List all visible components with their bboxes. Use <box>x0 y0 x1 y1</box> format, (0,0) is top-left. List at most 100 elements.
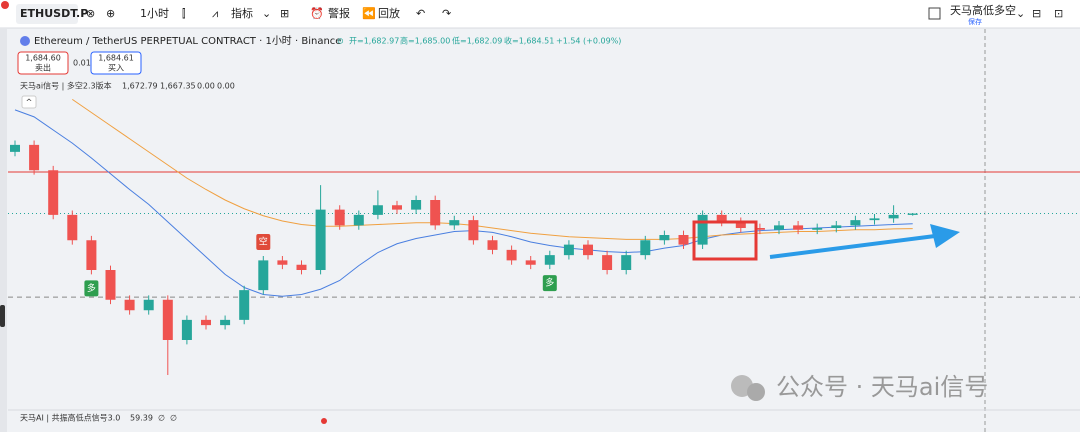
trend-arrow <box>769 234 936 259</box>
indicator-value: 0.00 <box>197 82 215 91</box>
collapse-button[interactable] <box>21 95 37 109</box>
candle-body <box>67 214 78 241</box>
interval[interactable]: 1小时 <box>140 7 169 20</box>
indicator-value: 0.00 <box>217 82 235 91</box>
candle-body <box>487 240 498 250</box>
candle-body <box>353 214 364 226</box>
left-sidebar <box>0 29 7 432</box>
candle-body <box>812 228 823 230</box>
candle-body <box>659 235 670 241</box>
ohlc-open: 开=1,682.97 <box>349 37 399 46</box>
candle-body <box>449 220 460 226</box>
signal-marker <box>84 280 99 297</box>
sell-price[interactable]: 1,684.60 <box>25 54 61 63</box>
icon[interactable]: ⏪ <box>362 7 376 20</box>
candle-body <box>29 144 40 171</box>
candle-body <box>602 255 613 270</box>
collapse-icon[interactable]: ^ <box>26 98 33 107</box>
alert-button[interactable]: 警报 <box>328 6 350 20</box>
icon[interactable]: ⊕ <box>106 7 115 20</box>
sub-indicator-value: ∅ <box>170 414 177 423</box>
coin-icon <box>20 36 30 46</box>
candle-body <box>277 260 288 265</box>
ohlc-close: 收=1,684.51 <box>504 36 554 46</box>
candle-body <box>162 299 173 340</box>
symbol[interactable]: ETHUSDT.P <box>20 7 88 20</box>
candle-body <box>105 270 116 300</box>
candle-body <box>506 249 517 261</box>
icon[interactable]: ⌄ <box>262 7 271 20</box>
candle-body <box>124 299 135 311</box>
arrow-head <box>930 224 960 248</box>
replay-button[interactable]: 回放 <box>378 6 400 20</box>
candle-body <box>48 170 59 215</box>
sidebar-handle[interactable] <box>0 305 5 327</box>
candle-body <box>181 319 192 340</box>
badge <box>1 1 9 9</box>
icon[interactable]: ⏰ <box>310 6 324 20</box>
sub-indicator-value: ∅ <box>158 414 165 423</box>
sell-button[interactable] <box>17 51 69 75</box>
signal-marker <box>542 275 557 292</box>
icon[interactable]: ⌄ <box>1016 7 1025 20</box>
signal-label: 空 <box>259 236 268 248</box>
candle-body <box>754 228 765 230</box>
icon[interactable]: ⩘ <box>212 7 218 20</box>
instrument: Ethereum / TetherUS PERPETUAL CONTRACT ·… <box>34 35 341 47</box>
plot: 多 空多 <box>8 98 1080 375</box>
icon[interactable]: ⊟ <box>1032 7 1041 20</box>
ohlc-high: 高=1,685.00 <box>400 36 450 46</box>
candle-body <box>640 240 651 256</box>
candle-body <box>793 225 804 230</box>
layout-name[interactable]: 天马高低多空 <box>950 3 1016 17</box>
candle-body <box>774 225 784 230</box>
sub-indicator-value: 59.39 <box>130 414 153 423</box>
candle-body <box>430 200 441 226</box>
layout-icon <box>928 7 941 20</box>
symbol-button[interactable] <box>16 4 78 24</box>
candle-body <box>220 319 231 326</box>
candle-body <box>678 235 689 245</box>
candle-body <box>697 214 708 245</box>
toolbar <box>0 0 1080 28</box>
watermark: 公众号 · 天马ai信号 <box>776 373 988 401</box>
undo[interactable]: ↶ <box>416 7 425 20</box>
indicator-value: 1,667.35 <box>160 82 196 91</box>
signal-label: 多 <box>545 277 554 289</box>
indicators-button[interactable]: 指标 <box>231 6 253 20</box>
candle-body <box>10 144 20 152</box>
indicator-value: 1,672.79 <box>122 82 158 91</box>
buy-label[interactable]: 买入 <box>108 64 124 73</box>
candle-body <box>544 255 555 265</box>
candle-body <box>411 200 422 210</box>
icon[interactable]: ⊞ <box>280 7 289 20</box>
indicator-name: 天马ai信号 | 多空2.3版本 <box>20 81 112 91</box>
candle-body <box>392 205 402 210</box>
dot: ⊙ <box>337 37 344 46</box>
moving-average <box>14 109 913 297</box>
icon[interactable]: ⊗ <box>86 7 95 20</box>
candle-body <box>372 205 383 215</box>
candle-body <box>525 260 536 265</box>
candle-body <box>143 299 154 311</box>
highlight-box <box>692 220 758 261</box>
candle-body <box>334 209 345 226</box>
icon[interactable]: ⊡ <box>1054 7 1063 20</box>
save[interactable]: 保存 <box>968 17 982 26</box>
ohlc-low: 低=1,682.09 <box>452 36 502 46</box>
candle-body <box>869 218 880 221</box>
candle-body <box>315 209 326 270</box>
buy-button[interactable] <box>90 51 142 75</box>
wechat-icon <box>747 383 765 401</box>
candle-body <box>716 214 727 222</box>
quantity[interactable]: 0.01 <box>73 59 91 68</box>
buy-price[interactable]: 1,684.61 <box>98 54 134 63</box>
candle-body <box>831 225 842 228</box>
candle-body <box>296 264 307 270</box>
signal-label: 多 <box>87 282 96 294</box>
icon[interactable]: ⫿ <box>182 7 186 20</box>
redo[interactable]: ↷ <box>442 7 451 20</box>
sell-label[interactable]: 卖出 <box>35 63 51 73</box>
